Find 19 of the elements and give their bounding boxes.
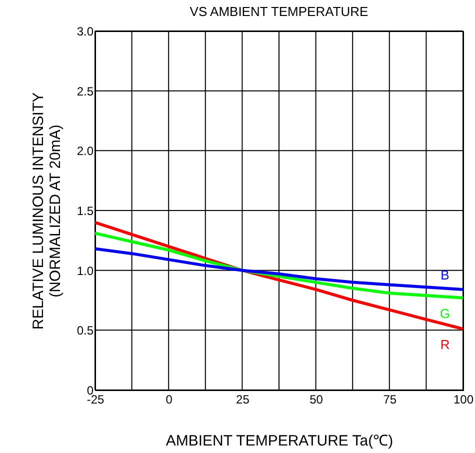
x-tick-label: 75	[383, 392, 397, 406]
y-axis-title: RELATIVE LUMINOUS INTENSITY (NORMALIZED AT 20mA)	[30, 92, 64, 330]
x-axis-title: AMBIENT TEMPERATURE Ta(℃)	[166, 432, 394, 450]
x-tick-label: 100	[453, 392, 474, 406]
series-label: B	[440, 267, 450, 282]
chart-title: VS AMBIENT TEMPERATURE	[190, 4, 369, 19]
series-label: G	[440, 306, 450, 321]
line-series	[95, 232, 463, 300]
y-tick-label: 2.5	[76, 84, 94, 98]
x-tick-label: 25	[236, 392, 250, 406]
y-tick-label: 1.5	[76, 204, 94, 218]
x-tick-label: 50	[310, 392, 324, 406]
series-label: R	[440, 336, 450, 352]
y-tick-label: 0.5	[76, 324, 94, 338]
y-tick-label: 3.0	[76, 24, 94, 38]
x-tick-label: 0	[166, 392, 173, 406]
line-series	[95, 247, 463, 291]
y-tick-label: 1.0	[76, 264, 94, 278]
y-tick-label: 2.0	[76, 144, 94, 158]
